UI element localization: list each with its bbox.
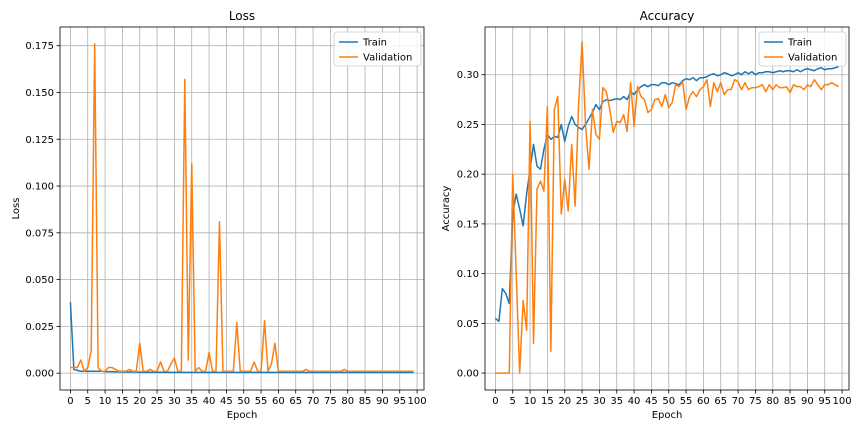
y-tick-label: 0.00 (457, 369, 479, 380)
x-tick-label: 15 (541, 396, 554, 407)
x-tick-label: 5 (85, 396, 91, 407)
x-tick-label: 80 (341, 396, 354, 407)
x-tick-label: 75 (749, 396, 762, 407)
x-tick-label: 45 (645, 396, 658, 407)
x-tick-label: 65 (714, 396, 727, 407)
series-line-validation (495, 41, 839, 374)
axes-frame (484, 26, 850, 391)
x-tick-label: 5 (510, 396, 516, 407)
y-tick-label: 0.100 (25, 182, 54, 193)
x-tick-label: 80 (766, 396, 779, 407)
y-tick-label: 0.075 (25, 228, 54, 239)
x-tick-label: 35 (610, 396, 623, 407)
legend-label-train: Train (787, 38, 812, 49)
x-tick-label: 50 (237, 396, 250, 407)
y-axis-label: Accuracy (441, 186, 452, 232)
legend: Train Validation (333, 31, 422, 67)
x-tick-label: 25 (151, 396, 164, 407)
x-tick-label: 70 (307, 396, 320, 407)
x-tick-label: 30 (168, 396, 181, 407)
axes-frame (59, 26, 425, 391)
x-tick-label: 95 (818, 396, 831, 407)
series-line-train (494, 66, 839, 323)
y-tick-label: 0.15 (457, 219, 479, 230)
x-tick-label: 90 (376, 396, 389, 407)
x-tick-label: 85 (784, 396, 797, 407)
y-tick-label: 0.150 (25, 88, 54, 99)
legend-label-validation: Validation (788, 53, 837, 64)
x-tick-label: 85 (359, 396, 372, 407)
y-tick-label: 0.125 (25, 135, 54, 146)
x-tick-label: 100 (833, 396, 852, 407)
x-tick-label: 100 (408, 396, 427, 407)
legend-label-train: Train (362, 38, 387, 49)
x-axis-label: Epoch (227, 410, 258, 421)
x-tick-label: 35 (185, 396, 198, 407)
x-tick-label: 45 (220, 396, 233, 407)
x-tick-label: 40 (203, 396, 216, 407)
chart-title: Loss (229, 9, 255, 23)
chart-title: Accuracy (640, 9, 695, 23)
y-tick-label: 0.20 (457, 170, 479, 181)
x-tick-label: 0 (67, 396, 73, 407)
y-axis-label: Loss (11, 198, 22, 220)
y-tick-label: 0.25 (457, 120, 479, 131)
x-tick-label: 50 (662, 396, 675, 407)
y-tick-label: 0.05 (457, 319, 479, 330)
x-tick-label: 65 (289, 396, 302, 407)
x-tick-label: 0 (492, 396, 498, 407)
x-tick-label: 55 (680, 396, 693, 407)
y-tick-label: 0.30 (457, 70, 479, 81)
series-line-train (69, 302, 414, 374)
x-tick-label: 20 (558, 396, 571, 407)
x-tick-label: 10 (99, 396, 112, 407)
x-tick-label: 75 (324, 396, 337, 407)
x-tick-label: 20 (133, 396, 146, 407)
x-tick-label: 40 (628, 396, 641, 407)
y-tick-label: 0.10 (457, 269, 479, 280)
x-tick-label: 90 (801, 396, 814, 407)
x-axis-label: Epoch (652, 410, 683, 421)
chart-panel-0: 0 5 10 15 20 25 30 35 40 45 50 55 60 65 70 75 80 85 90 95 10… (11, 9, 427, 421)
x-tick-label: 10 (524, 396, 537, 407)
x-tick-label: 60 (272, 396, 285, 407)
x-tick-label: 15 (116, 396, 129, 407)
x-tick-label: 30 (593, 396, 606, 407)
x-tick-label: 55 (255, 396, 268, 407)
x-tick-label: 60 (697, 396, 710, 407)
legend: Train Validation (758, 31, 847, 67)
chart-panel-1: 0 5 10 15 20 25 30 35 40 45 50 55 60 65 70 75 80 85 90 95 10… (441, 9, 852, 421)
series-line-validation (70, 43, 414, 373)
y-tick-label: 0.175 (25, 41, 54, 52)
y-tick-label: 0.050 (25, 275, 54, 286)
legend-label-validation: Validation (363, 53, 412, 64)
x-tick-label: 70 (732, 396, 745, 407)
x-tick-label: 25 (576, 396, 589, 407)
y-tick-label: 0.025 (25, 322, 54, 333)
y-tick-label: 0.000 (25, 369, 54, 380)
x-tick-label: 95 (393, 396, 406, 407)
